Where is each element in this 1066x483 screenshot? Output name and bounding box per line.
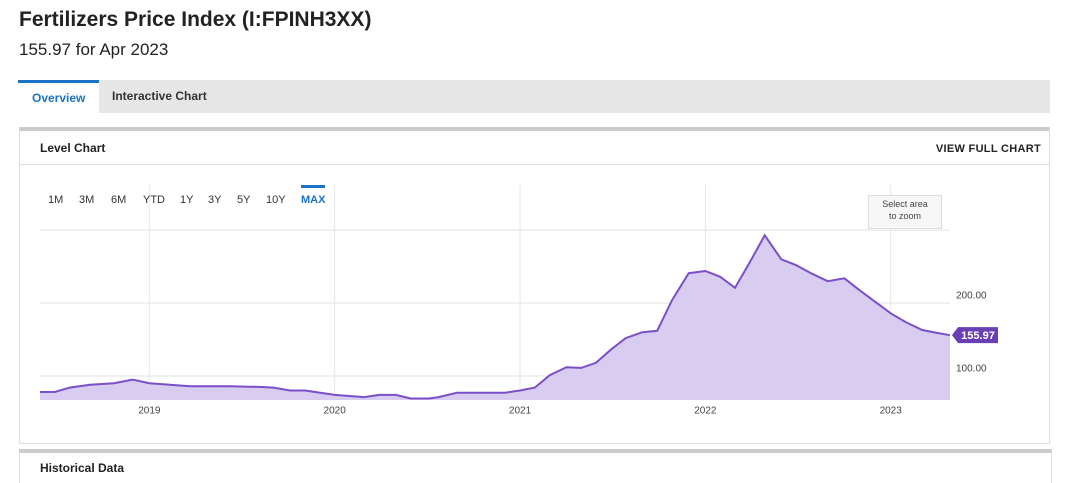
- area: [40, 235, 950, 400]
- range-button[interactable]: 10Y: [266, 194, 286, 206]
- chart-panel: [19, 127, 1050, 444]
- last-value-badge: [952, 327, 998, 344]
- x-tick-label: 2020: [324, 406, 347, 417]
- hint-line: to zoom: [888, 211, 921, 221]
- next-panel-title: Historical Data: [40, 461, 125, 475]
- page: Fertilizers Price Index (I:FPINH3XX) 155…: [18, 8, 1052, 483]
- page-title: Fertilizers Price Index (I:FPINH3XX): [19, 8, 372, 31]
- y-tick-label: 100.00: [956, 364, 987, 375]
- separator: [20, 164, 1049, 165]
- y-tick-label: 200.00: [956, 291, 987, 302]
- tab-bar: Overview Interactive Chart: [18, 80, 1050, 113]
- chart: 2019 2020 2021 2022 2023 100.00 200.00 155.97: [40, 185, 998, 417]
- x-tick-label: 2023: [880, 406, 903, 417]
- range-button[interactable]: 5Y: [237, 194, 251, 206]
- tab[interactable]: Overview: [18, 80, 100, 113]
- last-value-label: 155.97: [961, 330, 995, 342]
- x-tick-label: 2021: [509, 406, 532, 417]
- range-button[interactable]: 3Y: [208, 194, 222, 206]
- tab[interactable]: Interactive Chart: [112, 89, 207, 103]
- page-subtitle: 155.97 for Apr 2023: [19, 40, 169, 59]
- range-button[interactable]: 6M: [111, 194, 127, 206]
- range-button[interactable]: 1M: [48, 194, 64, 206]
- panel-title: Level Chart: [40, 141, 106, 155]
- range-button[interactable]: 1Y: [180, 194, 194, 206]
- hint-line: Select area: [882, 199, 928, 209]
- x-tick-label: 2022: [694, 406, 717, 417]
- x-tick-label: 2019: [138, 406, 161, 417]
- zoom-hint: Select area to zoom: [868, 195, 942, 229]
- range-button[interactable]: 3M: [79, 194, 95, 206]
- line: [40, 233, 951, 400]
- range-button[interactable]: MAX: [301, 185, 326, 206]
- next-panel: [19, 449, 1052, 483]
- view-full-chart[interactable]: VIEW FULL CHART: [935, 143, 1041, 155]
- range-button[interactable]: YTD: [143, 194, 165, 206]
